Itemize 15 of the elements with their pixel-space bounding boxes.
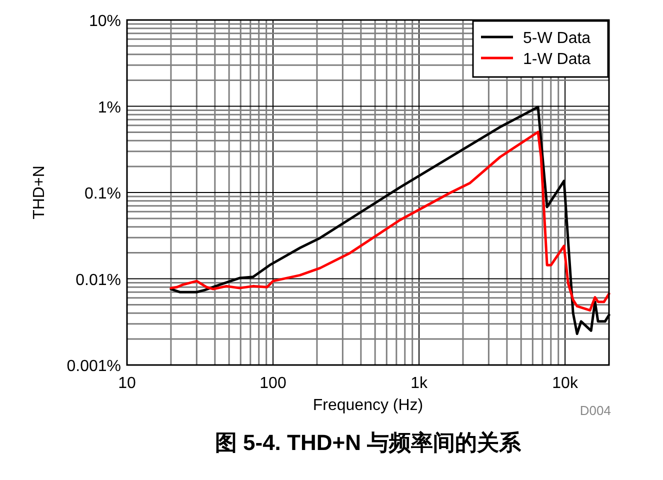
y-tick-label: 0.1% — [84, 186, 121, 202]
x-tick-label: 100 — [260, 375, 286, 392]
text: 图 5-4. THD+N 与频率间的关系 — [214, 430, 522, 455]
y-tick-label: 10% — [88, 13, 121, 30]
y-tick-label: 0.01% — [76, 272, 121, 289]
x-tick-label: 10k — [552, 375, 579, 392]
y-tick-label: 0.001% — [66, 358, 121, 375]
x-tick-label: 10 — [118, 375, 136, 392]
text: D004 — [580, 403, 611, 418]
y-tick-label: 1% — [98, 99, 121, 116]
legend-label: 5-W Data — [523, 30, 591, 47]
legend-label: 1-W Data — [523, 51, 591, 68]
y-axis-title: THD+N — [31, 166, 48, 220]
x-axis-title: Frequency (Hz) — [312, 397, 424, 414]
x-tick-label: 1k — [410, 375, 428, 392]
